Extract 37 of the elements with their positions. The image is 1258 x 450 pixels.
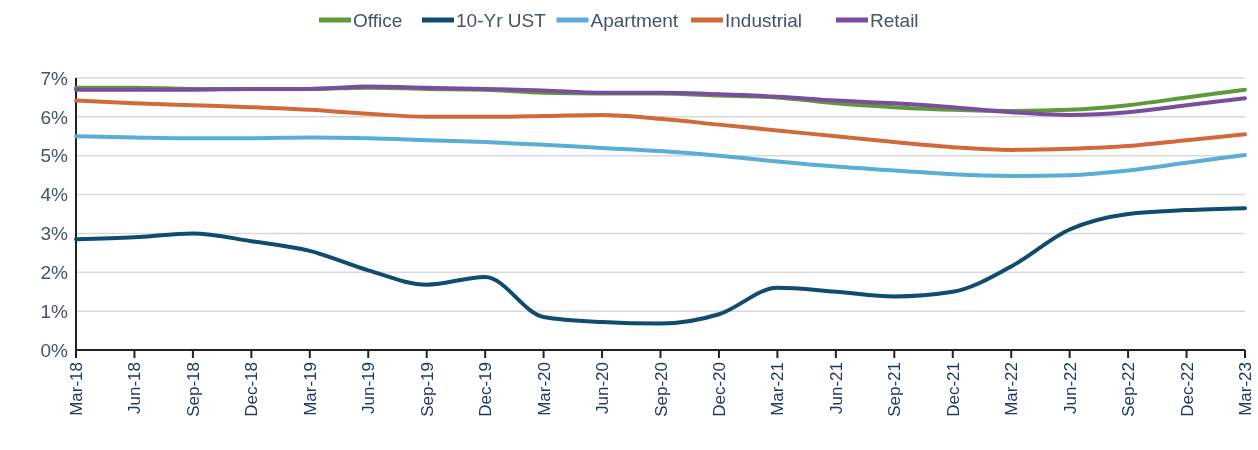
y-tick-label: 5% <box>40 145 69 167</box>
x-tick-label: Mar-23 <box>1236 362 1255 416</box>
y-tick-label: 4% <box>40 184 69 206</box>
x-tick-label: Mar-20 <box>534 362 554 416</box>
legend-label: Apartment <box>590 9 679 31</box>
x-tick-label: Mar-21 <box>768 362 788 416</box>
line-series <box>74 206 1247 326</box>
x-tick-label: Dec-19 <box>476 362 496 417</box>
legend-label: 10-Yr UST <box>456 9 547 31</box>
x-tick-label: Sep-22 <box>1119 362 1139 417</box>
y-tick-label: 1% <box>40 300 69 322</box>
x-tick-label: Dec-18 <box>242 362 262 417</box>
x-tick-label: Dec-22 <box>1177 362 1197 417</box>
y-tick-label: 6% <box>40 106 69 128</box>
legend-label: Office <box>353 9 403 31</box>
legend-label: Retail <box>870 9 919 31</box>
line-series <box>74 98 1247 152</box>
x-tick-label: Jun-21 <box>826 362 846 414</box>
x-tick-label: Mar-19 <box>300 362 320 416</box>
x-tick-label: Sep-21 <box>885 362 905 417</box>
x-tick-label: Jun-20 <box>593 362 613 414</box>
x-tick-label: Mar-18 <box>67 362 86 416</box>
line-series <box>74 134 1247 178</box>
x-tick-label: Sep-18 <box>183 362 203 417</box>
x-tick-label: Mar-22 <box>1002 362 1022 416</box>
legend-label: Industrial <box>725 9 803 31</box>
x-tick-label: Dec-21 <box>943 362 963 417</box>
y-tick-label: 7% <box>40 67 69 89</box>
x-tick-label: Jun-18 <box>125 362 145 414</box>
y-tick-label: 3% <box>40 223 69 245</box>
x-tick-label: Dec-20 <box>709 362 729 417</box>
x-tick-label: Sep-19 <box>417 362 437 417</box>
y-tick-label: 0% <box>40 339 69 361</box>
x-tick-label: Sep-20 <box>651 362 671 417</box>
x-tick-label: Jun-19 <box>359 362 379 414</box>
y-tick-label: 2% <box>40 261 69 283</box>
x-tick-label: Jun-22 <box>1060 362 1080 414</box>
